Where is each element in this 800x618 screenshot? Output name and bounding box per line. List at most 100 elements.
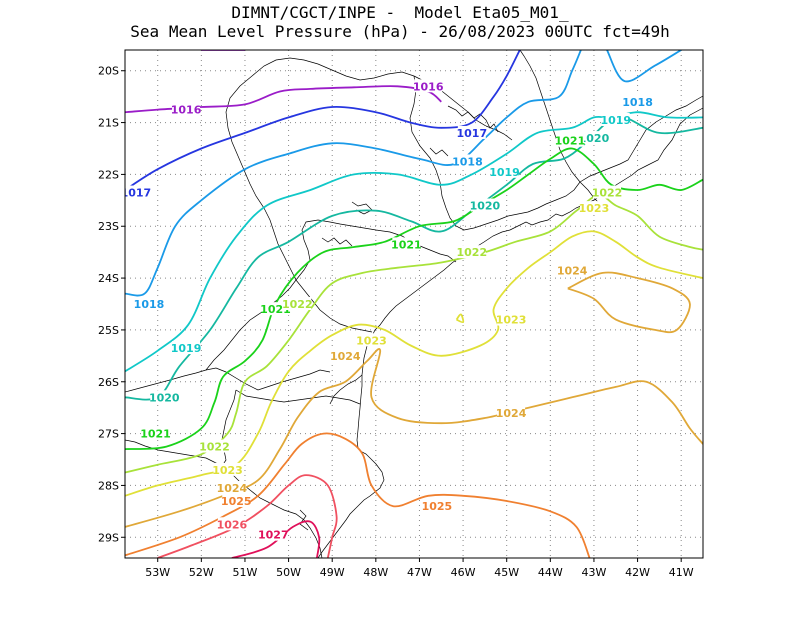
lon-tick-label: 50W	[276, 566, 301, 579]
isobar-label: 1024	[330, 350, 361, 363]
isobar-1017	[125, 50, 521, 191]
state-border	[519, 50, 581, 183]
isobar-label: 1017	[456, 127, 487, 140]
isobar-label: 1022	[592, 187, 623, 200]
isobar-label: 1025	[221, 495, 252, 508]
lat-tick-label: 25S	[98, 324, 119, 337]
isobar-label-bg	[200, 439, 229, 453]
lat-tick-label: 29S	[98, 531, 119, 544]
map-frame	[124, 49, 704, 559]
isobar-1024	[125, 348, 703, 528]
isobar-label-bg	[470, 198, 499, 212]
coastline	[329, 374, 363, 405]
isobar-label-bg	[217, 517, 246, 531]
isobar-1021	[125, 147, 703, 450]
state-border	[579, 95, 703, 183]
lon-tick-label: 44W	[538, 566, 563, 579]
isobar-label: 1023	[212, 464, 243, 477]
isobar-label-bg	[172, 341, 201, 355]
isobar-label: 1022	[199, 441, 230, 454]
isobar-label-bg	[497, 405, 526, 419]
isobar-label: 1016	[171, 104, 202, 117]
isobar-label: 1016	[413, 80, 444, 93]
isobar-label: 1022	[282, 298, 313, 311]
isobar-label: 1020	[579, 132, 610, 145]
isobar-label-bg	[497, 312, 526, 326]
isobar-label-bg	[422, 499, 451, 513]
isobar-label: 1021	[140, 428, 171, 441]
isobar-label-bg	[457, 245, 486, 259]
lat-tick-label: 24S	[98, 272, 119, 285]
lat-tick-label: 20S	[98, 65, 119, 78]
isobar-label: 1021	[260, 303, 291, 316]
state-border	[235, 389, 361, 405]
border	[221, 389, 237, 467]
isobar-label: 1022	[456, 246, 487, 259]
isobar-label-bg	[283, 297, 312, 310]
axis-ticks: 53W 52W 51W 50W 49W 48W 47W 46W 45W 44W 43W 42W 41W 2…	[98, 65, 694, 579]
isobar-label: 1020	[149, 391, 180, 404]
isobar-1018	[125, 50, 582, 297]
isobar-1023	[125, 230, 703, 497]
border	[125, 439, 223, 467]
lon-tick-label: 48W	[363, 566, 388, 579]
isobar-label: 1027	[258, 529, 289, 542]
map-title: DIMNT/CGCT/INPE - Model Eta05_M01_	[231, 3, 569, 22]
lon-tick-label: 53W	[145, 566, 170, 579]
isobar-label-bg	[357, 333, 386, 347]
isobar-label: 1021	[555, 135, 586, 148]
isobar-label: 1024	[557, 264, 588, 277]
isobar-label: 1023	[496, 314, 527, 327]
isobar-label: 1018	[134, 298, 165, 311]
isobar-1023	[455, 313, 465, 324]
isobar-label-bg	[134, 297, 163, 310]
isobar-label-bg	[601, 112, 630, 126]
isobar-label-bg	[213, 462, 242, 476]
isobar-label: 1018	[452, 155, 483, 168]
lon-tick-label: 42W	[625, 566, 650, 579]
isobar-label: 1019	[600, 114, 631, 127]
isobar-1024	[567, 271, 691, 334]
isobar-labels: 1016 1016 1017 1017 1018 1018 1018 1019 1019 1019…	[121, 79, 653, 542]
isobar-label: 1018	[622, 96, 653, 109]
reservoir	[429, 147, 449, 157]
isobar-label-bg	[141, 426, 170, 440]
isobar-label-bg	[558, 263, 587, 277]
isobar-label-bg	[125, 185, 150, 199]
isobar-label: 1019	[171, 342, 202, 355]
isobar-label: 1021	[391, 238, 422, 251]
reservoir	[321, 237, 353, 247]
isobar-1027	[231, 520, 321, 558]
state-border	[205, 279, 297, 371]
state-border	[225, 57, 415, 281]
lon-tick-label: 46W	[451, 566, 476, 579]
map-subtitle: Sea Mean Level Pressure (hPa) - 26/08/20…	[130, 22, 670, 41]
isobar-label: 1024	[496, 407, 527, 420]
isobar-label: 1017	[121, 187, 152, 200]
isobar-label-bg	[579, 201, 608, 215]
isobar-label-bg	[331, 348, 360, 362]
isobar-label-bg	[623, 94, 652, 108]
state-border	[463, 181, 581, 231]
reservoir	[447, 105, 499, 133]
lon-tick-label: 47W	[407, 566, 432, 579]
state-border	[295, 219, 457, 281]
lon-tick-label: 41W	[669, 566, 694, 579]
isobar-label-bg	[490, 164, 519, 178]
isobar-label-bg	[222, 493, 251, 507]
lat-tick-label: 21S	[98, 117, 119, 130]
lat-tick-label: 23S	[98, 220, 119, 233]
isobar-label: 1020	[470, 200, 501, 213]
reservoir	[351, 201, 373, 215]
lat-tick-label: 22S	[98, 168, 119, 181]
lon-tick-label: 45W	[494, 566, 519, 579]
isobar-label-bg	[555, 133, 584, 147]
isobar-label: 1026	[217, 518, 248, 531]
lat-tick-label: 26S	[98, 376, 119, 389]
isobar-label-bg	[414, 79, 443, 93]
isobar-label-bg	[579, 131, 608, 145]
isobar-label: 1023	[579, 202, 610, 215]
lat-tick-label: 27S	[98, 428, 119, 441]
lon-tick-label: 49W	[320, 566, 345, 579]
